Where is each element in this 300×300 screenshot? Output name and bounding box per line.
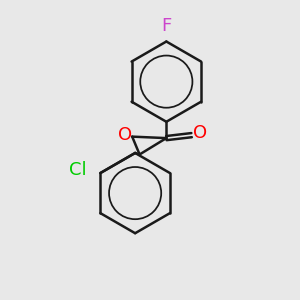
Text: O: O xyxy=(118,126,132,144)
Text: Cl: Cl xyxy=(69,161,87,179)
Text: F: F xyxy=(161,17,172,35)
Text: O: O xyxy=(193,124,207,142)
